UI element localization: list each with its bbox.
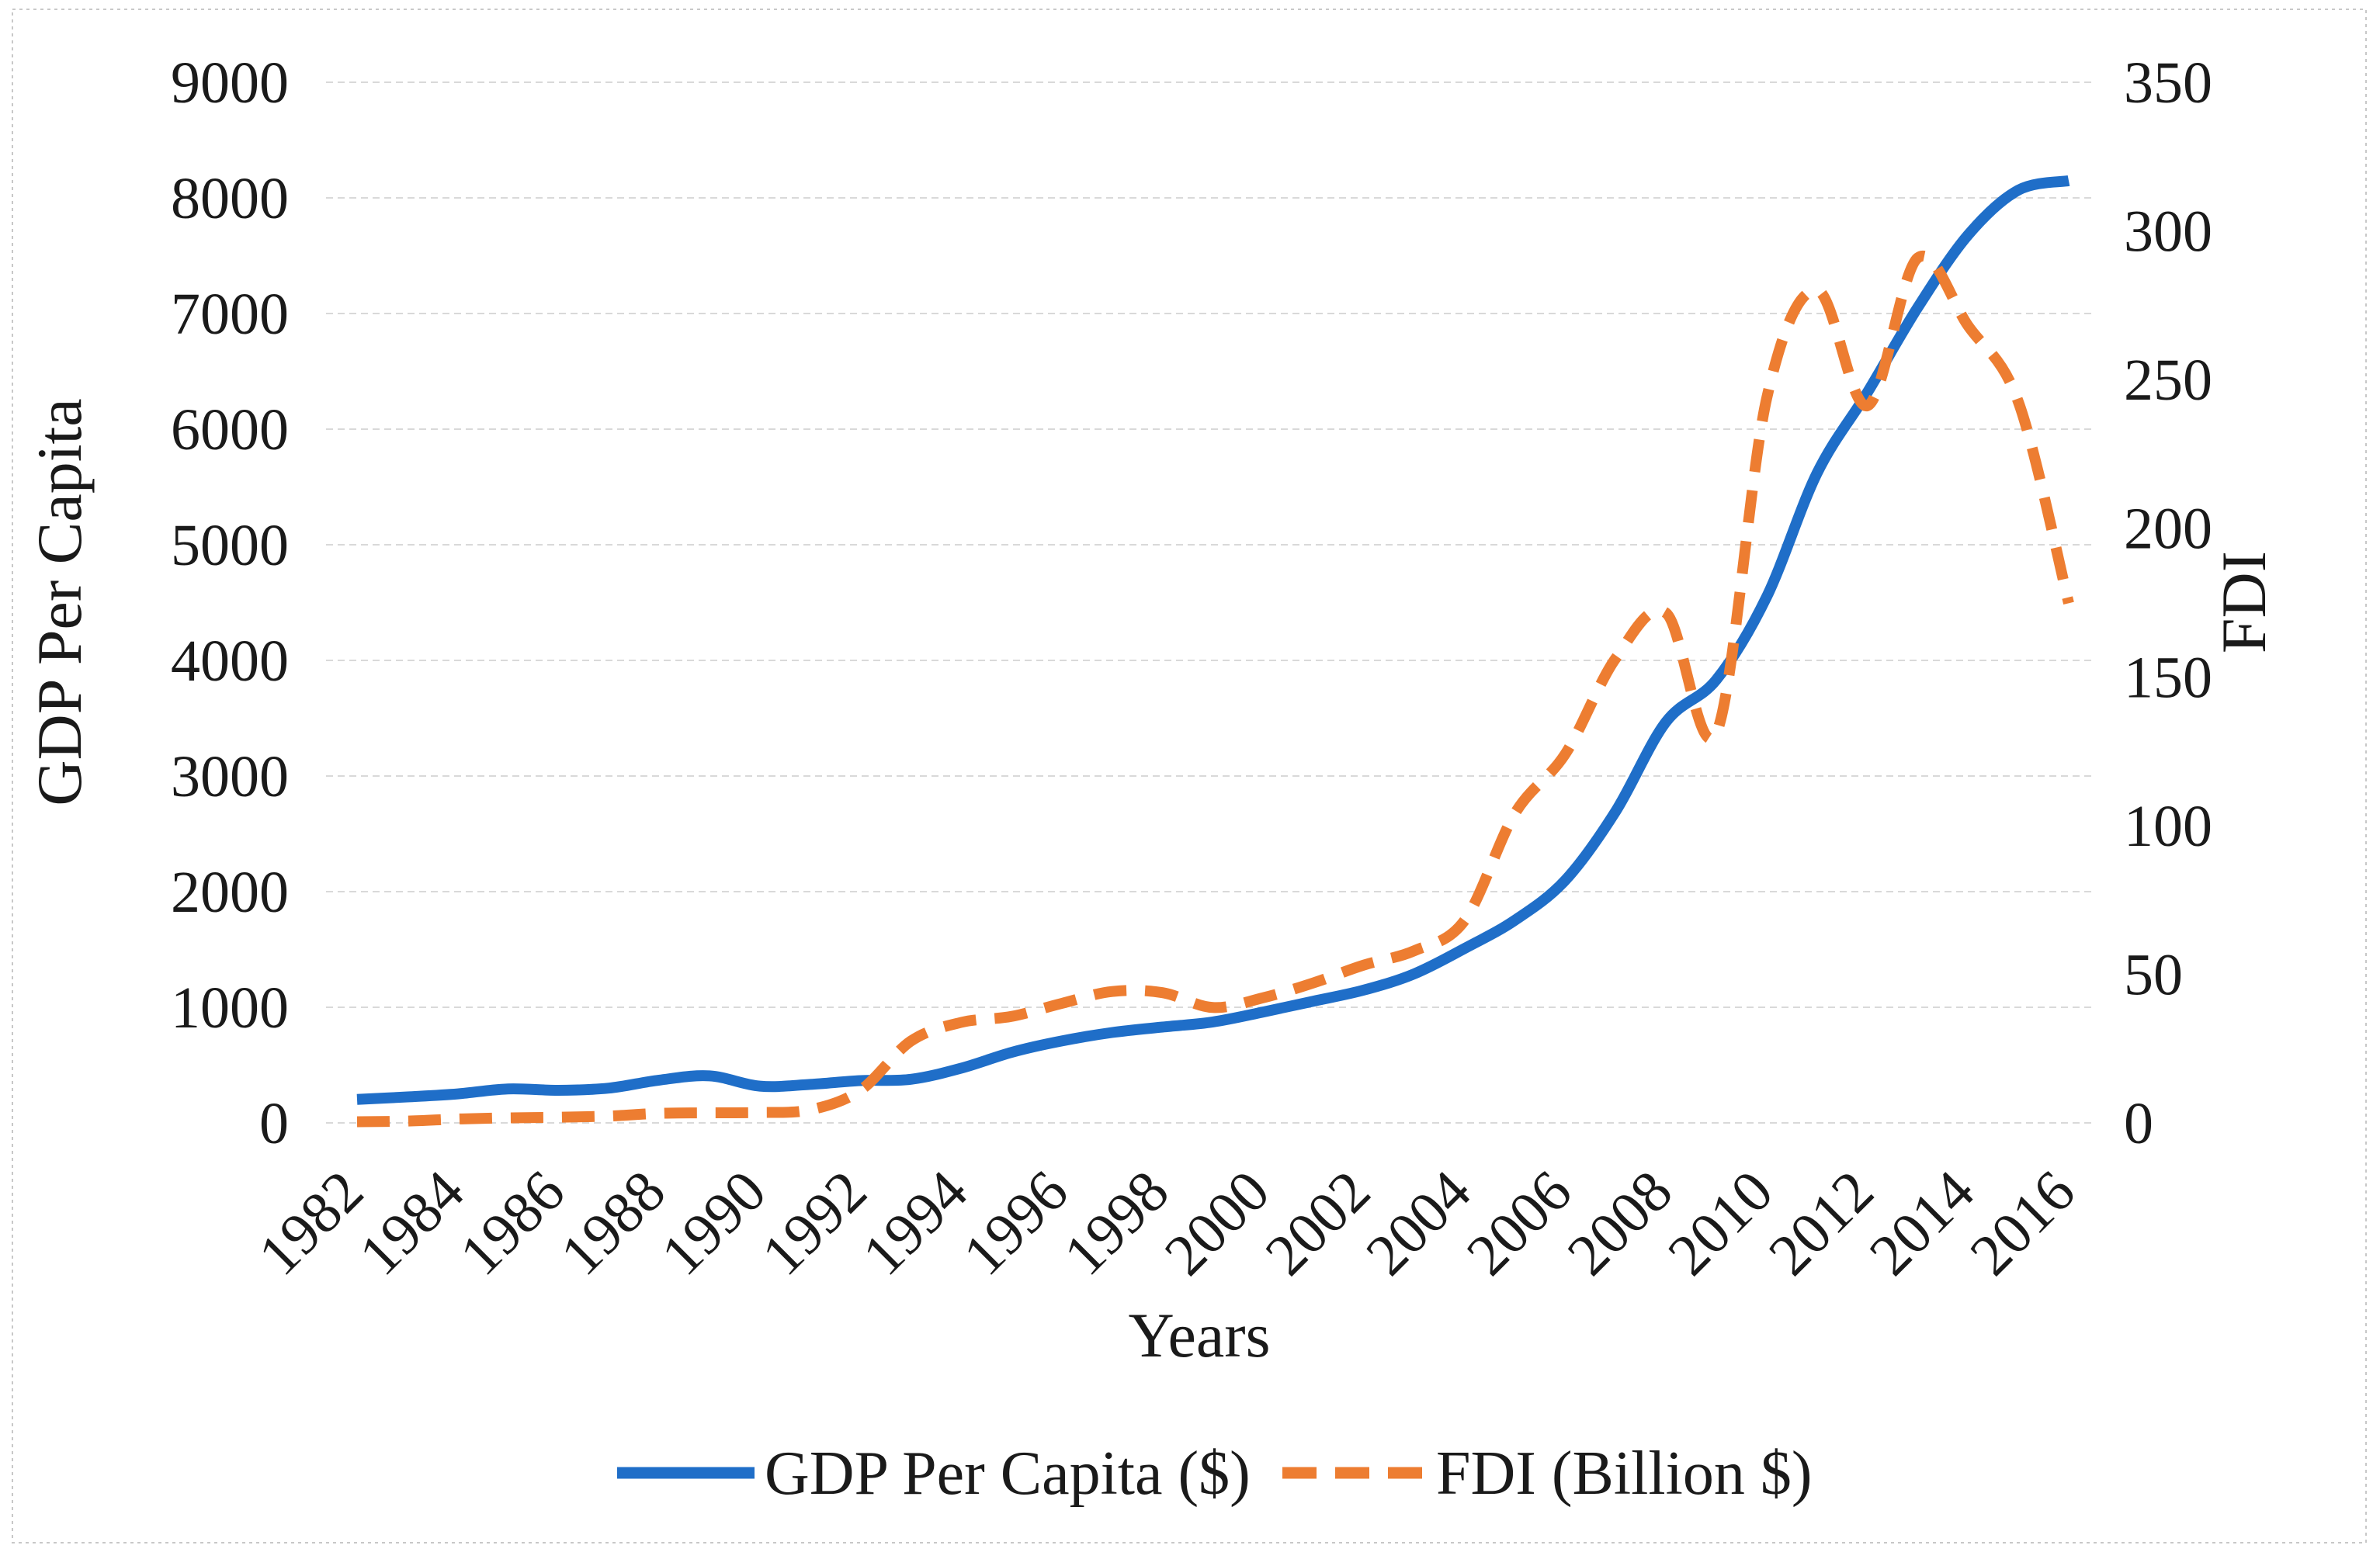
left-axis-tick-label: 2000 — [171, 860, 289, 925]
left-axis-tick-label: 6000 — [171, 397, 289, 463]
right-axis-title: FDI — [2208, 551, 2279, 653]
left-axis-tick-label: 4000 — [171, 629, 289, 694]
left-axis-tick-label: 3000 — [171, 744, 289, 809]
right-axis-tick-label: 300 — [2124, 199, 2212, 265]
right-axis-tick-label: 100 — [2124, 794, 2212, 859]
legend-fdi-label: FDI (Billion $) — [1436, 1440, 1812, 1508]
right-axis-tick-label: 150 — [2124, 645, 2212, 710]
right-axis-tick-label: 200 — [2124, 497, 2212, 562]
left-axis-tick-label: 0 — [259, 1091, 289, 1156]
legend: GDP Per Capita ($) FDI (Billion $) — [617, 1440, 1812, 1508]
legend-gdp-label: GDP Per Capita ($) — [765, 1440, 1251, 1508]
series-lines-group — [356, 175, 2074, 1128]
right-axis-tick-label: 350 — [2124, 50, 2212, 116]
right-axis-tick-label: 50 — [2124, 942, 2183, 1007]
left-axis-title: GDP Per Capita — [24, 398, 95, 806]
fdi-line — [356, 251, 2074, 1128]
right-axis-tick-label: 250 — [2124, 348, 2212, 413]
figure-border — [12, 9, 2367, 1543]
left-axis-tick-labels: 0 1000 2000 3000 4000 5000 6000 7000 8000 9000 — [171, 50, 289, 1156]
right-axis-tick-label: 0 — [2124, 1091, 2153, 1156]
left-axis-tick-label: 1000 — [171, 975, 289, 1041]
gdp-per-capita-line — [356, 175, 2070, 1105]
gridlines-group — [326, 81, 2096, 1124]
left-axis-tick-label: 5000 — [171, 513, 289, 578]
left-axis-tick-label: 9000 — [171, 50, 289, 116]
right-axis-tick-labels: 0 50 100 150 200 250 300 350 — [2124, 50, 2212, 1156]
left-axis-tick-label: 7000 — [171, 282, 289, 347]
x-axis-title: Years — [1128, 1300, 1270, 1370]
left-axis-tick-label: 8000 — [171, 166, 289, 231]
